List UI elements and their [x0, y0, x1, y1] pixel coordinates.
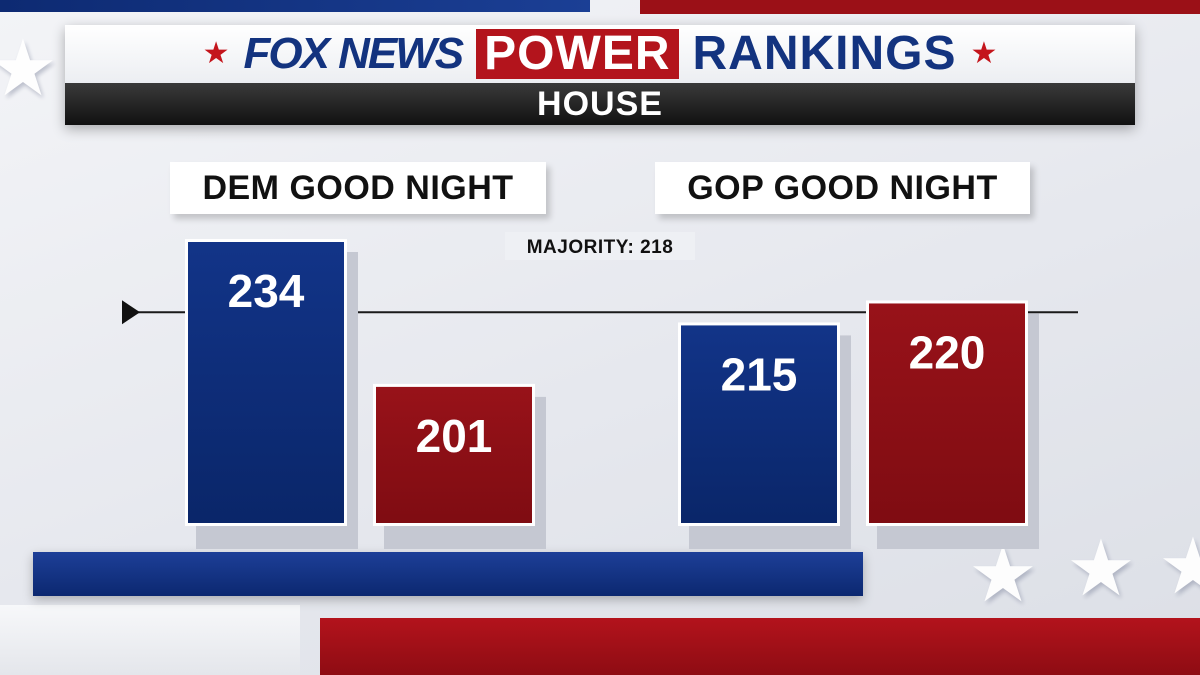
star-icon: ★ [970, 36, 998, 71]
header-title-bar: ★ FOX NEWS POWER RANKINGS ★ [65, 25, 1135, 83]
majority-arrow-icon [122, 300, 140, 325]
background-star-icon: ★ [1066, 524, 1136, 614]
bar-value-label: 201 [416, 410, 493, 462]
background-star-icon: ★ [0, 24, 58, 114]
bar-gop-gop-good-night [869, 303, 1025, 523]
rankings-label: RANKINGS [692, 27, 957, 80]
header-banner: ★ FOX NEWS POWER RANKINGS ★ HOUSE [65, 25, 1135, 125]
bar-dem-gop-good-night [681, 325, 837, 523]
top-red-stripe [640, 0, 1200, 14]
bar-gop-dem-good-night [376, 386, 532, 523]
header-subtitle-bar: HOUSE [65, 83, 1135, 125]
bar-value-label: 215 [721, 348, 798, 400]
power-label: POWER [476, 29, 679, 79]
brand-logo: FOX NEWS [243, 29, 464, 78]
background-star-icon: ★ [1158, 522, 1200, 612]
bottom-white-panel [0, 605, 300, 675]
bar-value-label: 234 [228, 265, 305, 317]
scenario-label-dem-good-night: DEM GOOD NIGHT [170, 162, 546, 214]
bar-value-label: 220 [909, 326, 986, 378]
chart-subtitle: HOUSE [537, 84, 663, 123]
bar-dem-dem-good-night [188, 242, 344, 523]
majority-label: MAJORITY: 218 [527, 237, 674, 258]
scenario-label-gop-good-night: GOP GOOD NIGHT [655, 162, 1030, 214]
bottom-blue-stripe [33, 552, 863, 596]
star-icon: ★ [202, 36, 230, 71]
majority-label-background [505, 232, 695, 260]
bottom-red-stripe [320, 618, 1200, 675]
top-blue-stripe [0, 0, 590, 12]
